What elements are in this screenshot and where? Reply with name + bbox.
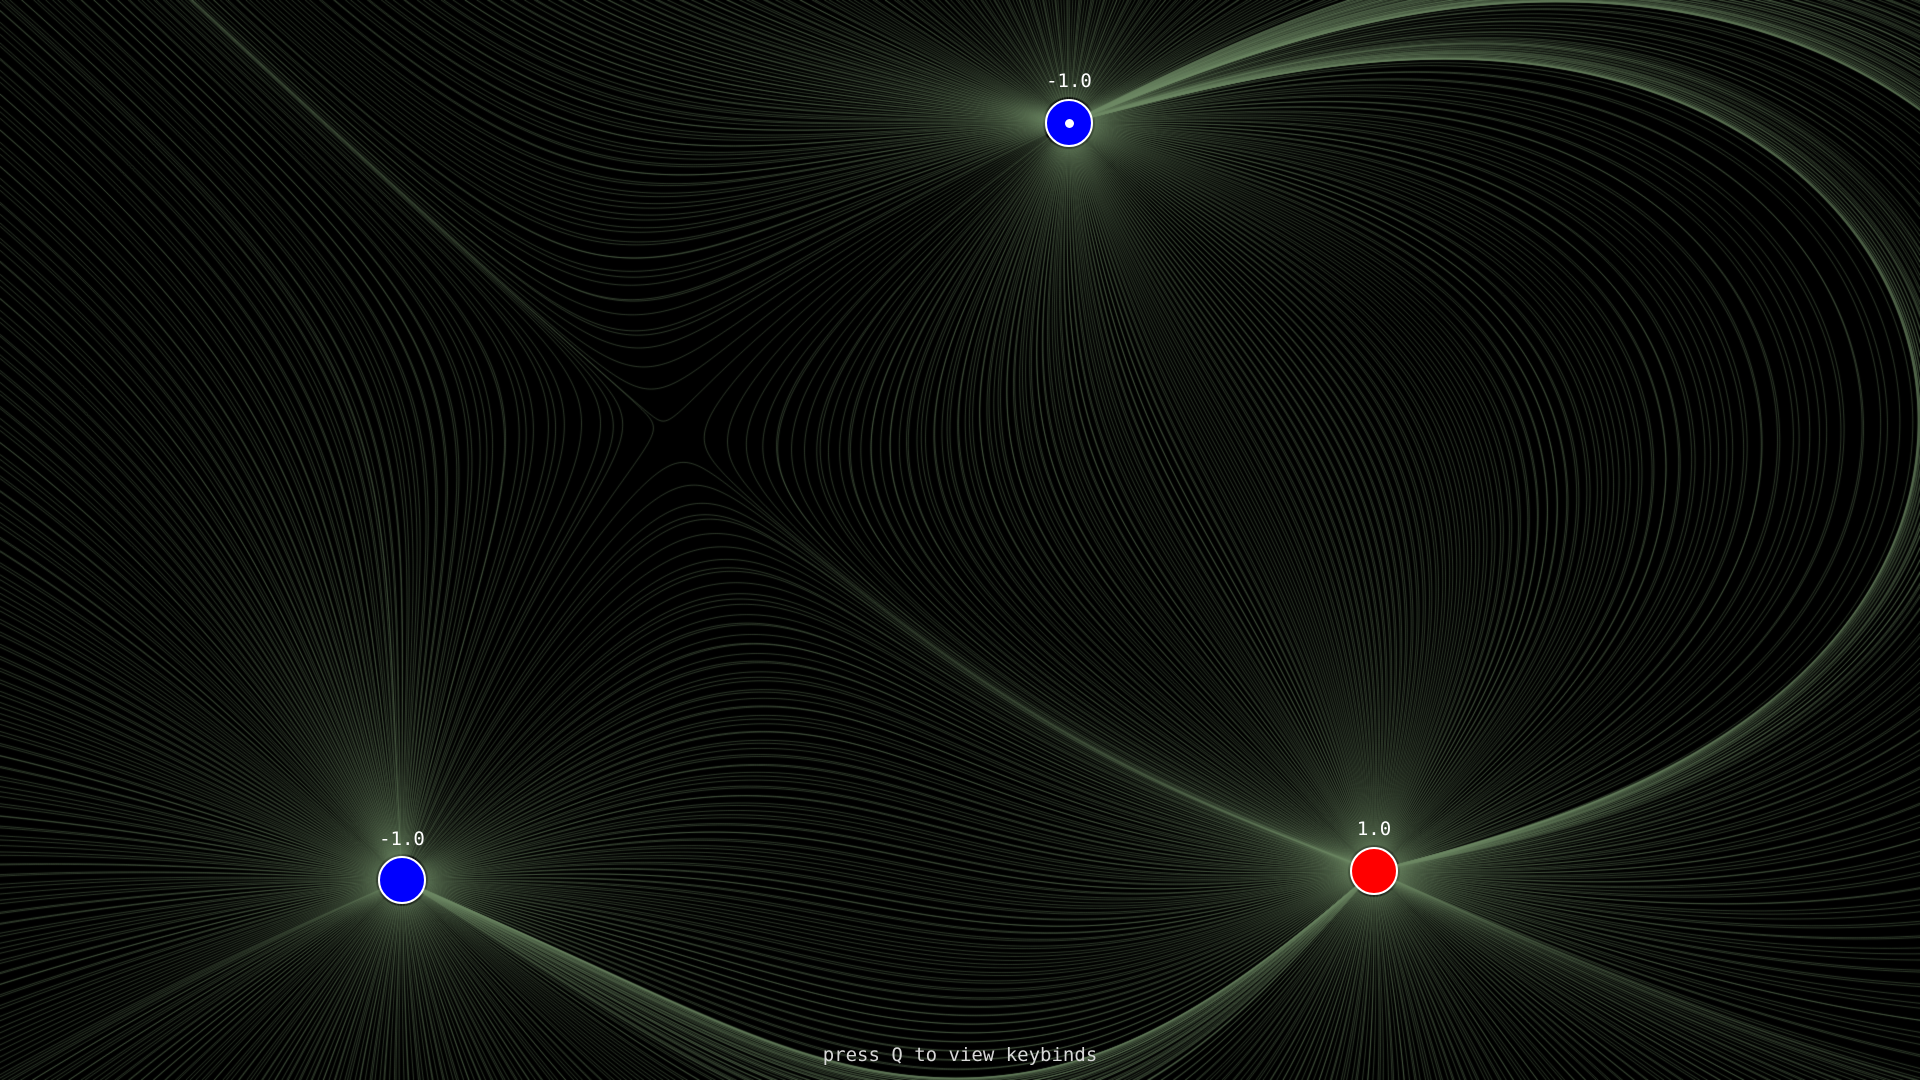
charge-top[interactable] [1045, 99, 1093, 147]
charge-bottom-left[interactable] [378, 856, 426, 904]
charge-bottom-right[interactable] [1350, 847, 1398, 895]
selected-indicator-icon [1064, 118, 1074, 128]
